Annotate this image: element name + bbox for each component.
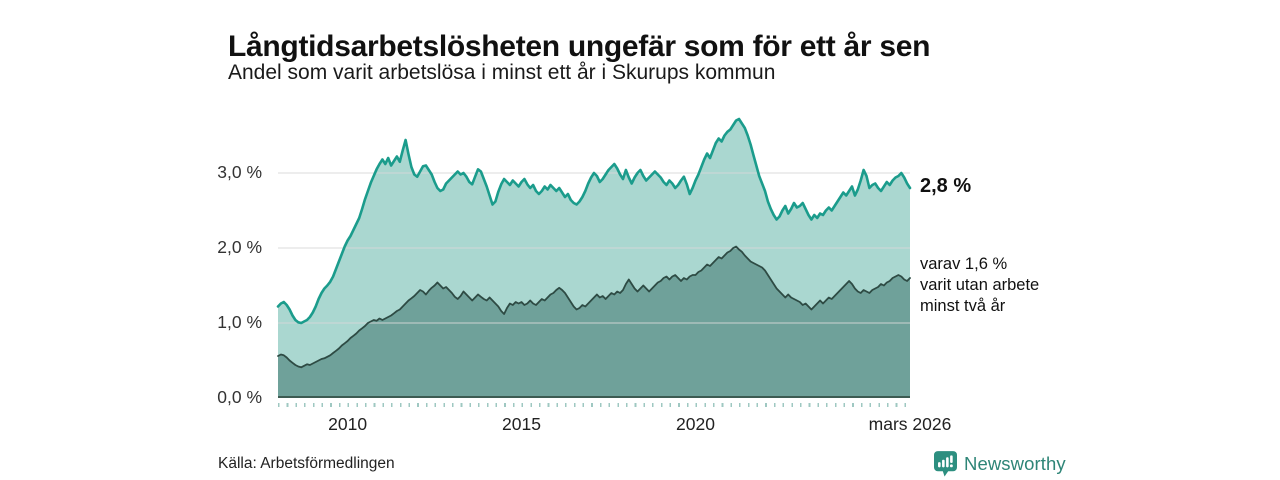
source-caption: Källa: Arbetsförmedlingen — [218, 455, 395, 472]
x-tick-label: 2015 — [502, 414, 541, 434]
annotation-line-2: varit utan arbete — [920, 276, 1040, 294]
x-axis-minor-ticks — [278, 403, 910, 407]
annotation-latest-two-years: varav 1,6 % varit utan arbete minst två … — [920, 254, 1039, 317]
y-tick-label: 3,0 % — [217, 162, 262, 182]
x-tick-label: 2020 — [676, 414, 715, 434]
chart-subtitle: Andel som varit arbetslösa i minst ett å… — [228, 61, 776, 84]
newsworthy-barchart-icon — [934, 450, 957, 476]
area-chart-svg — [276, 117, 912, 398]
page-title: Långtidsarbetslösheten ungefär som för e… — [228, 30, 931, 64]
x-tick-label: 2010 — [328, 414, 368, 434]
y-tick-label: 0,0 % — [217, 387, 262, 407]
y-tick-label: 1,0 % — [217, 312, 262, 332]
brand-logo: Newsworthy — [934, 450, 1066, 477]
x-tick-label: mars 2026 — [868, 414, 952, 434]
brand-wordmark: Newsworthy — [964, 452, 1066, 474]
y-axis-labels: 0,0 % 1,0 % 2,0 % 3,0 % — [192, 110, 268, 407]
y-tick-label: 2,0 % — [217, 237, 262, 257]
annotation-line-3: minst två år — [920, 297, 1006, 315]
annotation-latest-total: 2,8 % — [920, 175, 972, 197]
plot-area: 0,0 % 1,0 % 2,0 % 3,0 % 2010 2015 2020 mars 20… — [217, 110, 1039, 434]
annotation-line-1: varav 1,6 % — [920, 255, 1008, 273]
